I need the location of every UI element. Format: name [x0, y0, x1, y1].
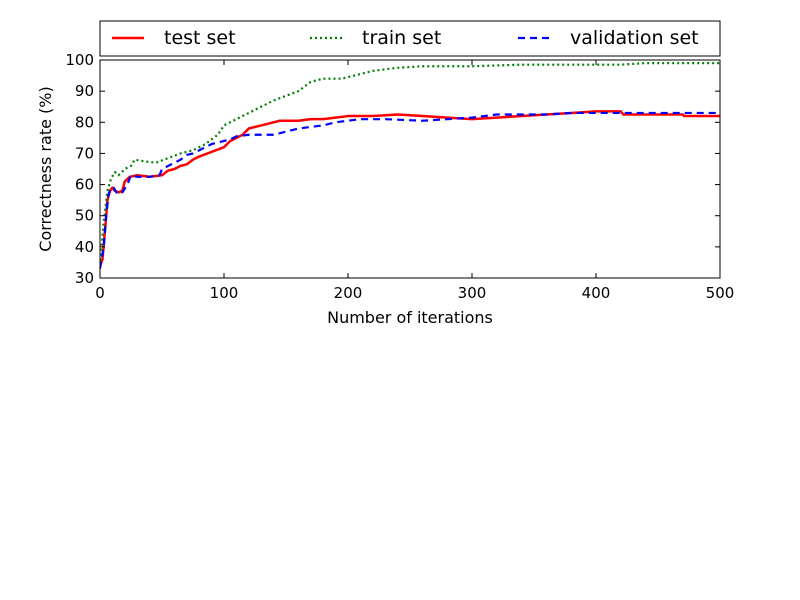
plot-frame: [99, 59, 721, 279]
x-tick-label: 100: [210, 284, 239, 302]
y-tick-label: 90: [75, 82, 94, 100]
legend-label: test set: [164, 27, 236, 49]
x-tick-label: 500: [706, 284, 735, 302]
series-line-test-set: [100, 110, 720, 267]
axes-layer: 0 100 200 300 400 500 30 40 50 60 70 80 90 100: [65, 51, 734, 302]
y-tick-label: 60: [75, 176, 94, 194]
series-layer: [100, 62, 720, 269]
y-tick-label: 70: [75, 144, 94, 162]
y-tick-label: 80: [75, 113, 94, 131]
x-tick-label: 300: [458, 284, 487, 302]
x-tick-label: 200: [334, 284, 363, 302]
series-line-train-set: [100, 62, 720, 266]
legend-label: train set: [362, 27, 441, 49]
y-tick-label: 50: [75, 207, 94, 225]
legend: test set train set validation set: [99, 20, 721, 57]
x-tick-label: 0: [95, 284, 105, 302]
legend-box: [99, 20, 721, 57]
y-tick-label: 100: [65, 51, 94, 69]
y-tick-label: 40: [75, 238, 94, 256]
y-tick-label: 30: [75, 269, 94, 287]
x-tick-label: 400: [582, 284, 611, 302]
x-axis-label: Number of iterations: [327, 308, 493, 327]
y-axis-label: Correctness rate (%): [36, 86, 55, 251]
legend-label: validation set: [570, 27, 699, 49]
